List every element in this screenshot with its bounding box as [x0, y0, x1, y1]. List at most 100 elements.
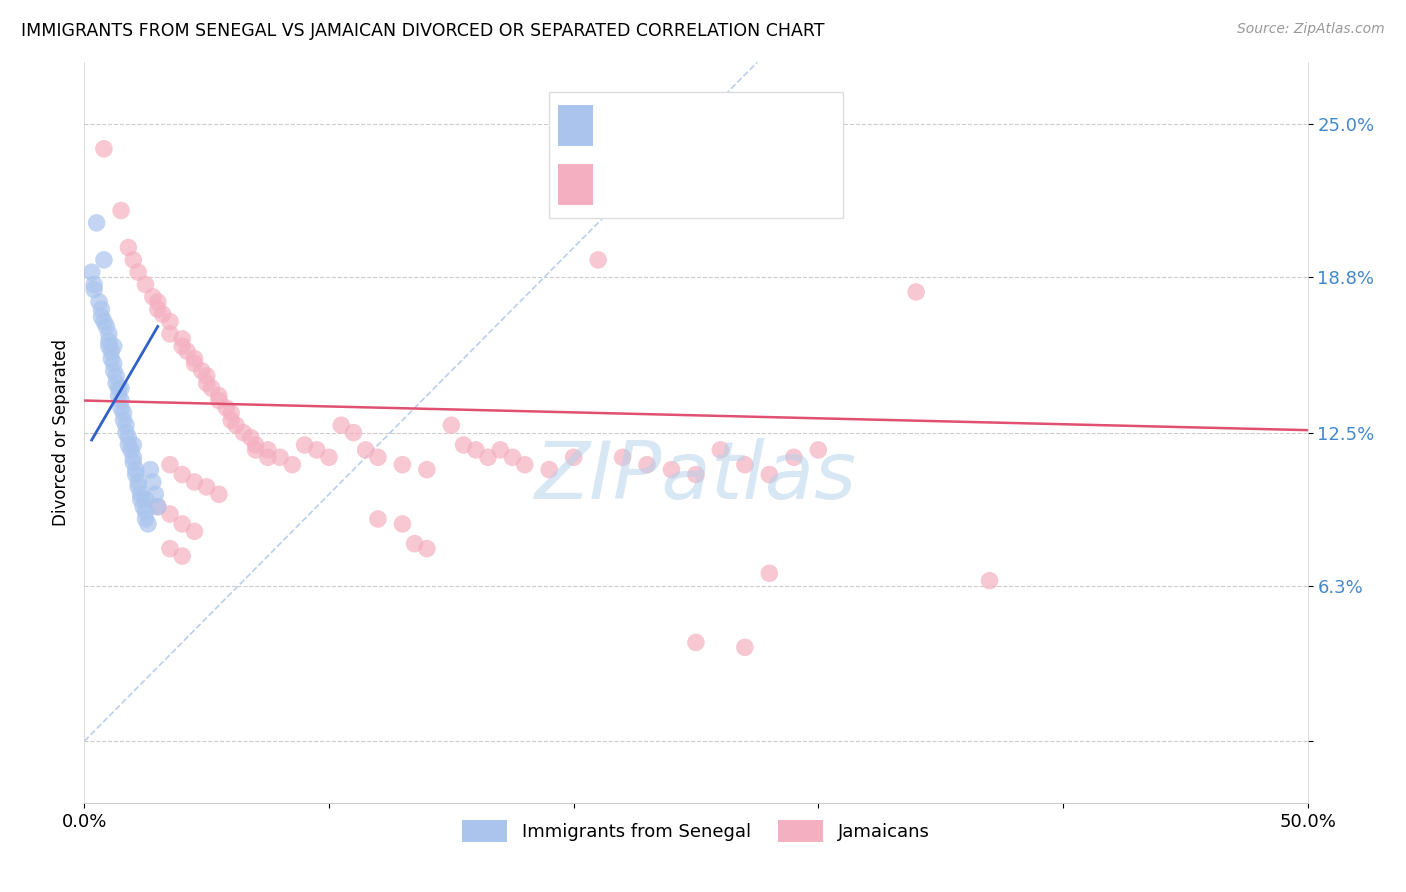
Point [183, 351, 205, 366]
Point [146, 294, 169, 309]
Point [477, 450, 499, 465]
Point [159, 541, 181, 556]
Point [87, 294, 110, 309]
Point [100, 344, 122, 359]
Point [117, 240, 139, 255]
Point [129, 487, 152, 501]
Point [146, 500, 169, 514]
Point [86, 216, 108, 230]
Point [122, 252, 145, 267]
Point [93, 252, 115, 267]
Point [105, 368, 128, 383]
Point [208, 487, 231, 501]
Point [110, 401, 132, 415]
Point [139, 462, 162, 476]
Point [215, 401, 238, 415]
Point [245, 442, 267, 457]
Point [318, 450, 340, 465]
Point [112, 413, 135, 427]
Point [117, 431, 139, 445]
Point [183, 357, 205, 371]
Point [122, 455, 145, 469]
Point [758, 566, 780, 581]
Point [183, 524, 205, 539]
Point [172, 516, 194, 531]
Point [120, 442, 142, 457]
Point [208, 389, 231, 403]
Point [391, 516, 413, 531]
Point [783, 450, 806, 465]
Point [239, 431, 262, 445]
Point [391, 458, 413, 472]
Point [110, 393, 132, 408]
Point [195, 368, 218, 383]
Point [112, 406, 135, 420]
Point [117, 438, 139, 452]
Point [502, 450, 524, 465]
Point [367, 512, 389, 526]
Point [195, 480, 218, 494]
Point [159, 507, 181, 521]
Point [354, 442, 377, 457]
Point [127, 480, 149, 494]
Legend: Immigrants from Senegal, Jamaicans: Immigrants from Senegal, Jamaicans [456, 813, 936, 849]
Point [219, 406, 242, 420]
Point [83, 277, 105, 292]
Point [107, 381, 129, 395]
Point [513, 458, 536, 472]
Point [416, 462, 439, 476]
Point [146, 302, 169, 317]
Point [135, 512, 157, 526]
Point [107, 389, 129, 403]
Point [97, 339, 120, 353]
Point [489, 442, 512, 457]
Point [100, 351, 122, 366]
Point [93, 315, 115, 329]
Point [200, 381, 222, 395]
Point [257, 442, 280, 457]
Point [269, 450, 291, 465]
Y-axis label: Divorced or Separated: Divorced or Separated [52, 339, 70, 526]
Point [125, 467, 148, 482]
Point [685, 635, 707, 649]
Point [80, 265, 103, 279]
Point [142, 290, 165, 304]
Point [219, 413, 242, 427]
Point [464, 442, 486, 457]
Point [122, 450, 145, 465]
Point [183, 475, 205, 489]
Point [90, 310, 112, 324]
Point [905, 285, 928, 299]
Point [103, 357, 125, 371]
Point [135, 505, 157, 519]
Point [734, 458, 756, 472]
Point [661, 462, 683, 476]
Point [294, 438, 316, 452]
Point [135, 492, 157, 507]
Point [115, 418, 138, 433]
Point [562, 450, 585, 465]
Text: ZIPatlas: ZIPatlas [534, 438, 858, 516]
Point [404, 536, 426, 550]
Point [103, 339, 125, 353]
Point [83, 283, 105, 297]
Point [172, 467, 194, 482]
Point [586, 252, 609, 267]
Point [232, 425, 254, 440]
Point [257, 450, 280, 465]
Point [305, 442, 328, 457]
Point [416, 541, 439, 556]
Point [538, 462, 561, 476]
Point [159, 315, 181, 329]
Point [281, 458, 304, 472]
Point [96, 319, 118, 334]
Point [125, 462, 148, 476]
Point [172, 339, 194, 353]
Point [453, 438, 475, 452]
Point [159, 458, 181, 472]
Point [612, 450, 634, 465]
Point [330, 418, 353, 433]
Point [159, 326, 181, 341]
Point [129, 492, 152, 507]
Point [90, 302, 112, 317]
